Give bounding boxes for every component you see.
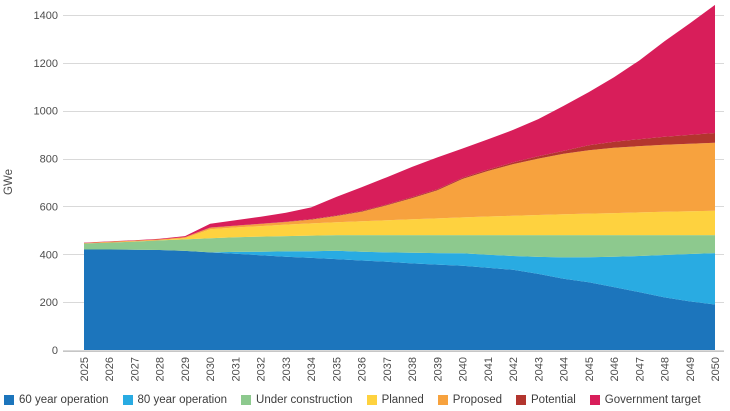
legend-swatch-planned [366,395,377,405]
legend-label-proposed: Proposed [452,394,503,406]
legend-label-60-year-operation: 60 year operation [19,394,109,406]
area-proposed [84,142,715,244]
legend-label-government-target: Government target [604,394,701,406]
legend-swatch-80-year-operation [122,395,133,405]
x-tick-2045: 2045 [584,357,596,381]
x-tick-2025: 2025 [79,357,91,381]
x-tick-2044: 2044 [559,357,571,381]
legend-item-under-construction: Under construction [241,392,353,408]
x-tick-2050: 2050 [710,357,722,381]
x-tick-2049: 2049 [685,357,697,381]
legend-label-80-year-operation: 80 year operation [137,394,228,406]
x-tick-2027: 2027 [129,357,141,381]
x-tick-2039: 2039 [432,357,444,381]
y-tick-600: 600 [40,201,58,213]
x-tick-2033: 2033 [281,357,293,381]
y-tick-1000: 1000 [34,106,58,118]
y-axis-tick-labels: 0 200 400 600 800 1000 1200 1400 [34,10,58,357]
x-tick-2047: 2047 [634,357,646,381]
x-tick-2046: 2046 [609,357,621,381]
y-tick-400: 400 [40,249,58,261]
legend-swatch-60-year-operation [4,395,14,405]
legend-swatch-potential [516,395,527,405]
y-tick-200: 200 [40,297,58,309]
legend-label-potential: Potential [531,394,576,406]
area-government-target [84,4,715,244]
legend-swatch-proposed [437,395,448,405]
legend-item-60-year-operation: 60 year operation [4,392,109,408]
x-tick-2038: 2038 [407,357,419,381]
x-tick-2029: 2029 [180,357,192,381]
x-tick-2042: 2042 [508,357,520,381]
x-tick-2028: 2028 [155,357,167,381]
x-tick-2048: 2048 [660,357,672,381]
area-potential [84,133,715,243]
x-tick-2034: 2034 [306,357,318,381]
x-tick-2037: 2037 [382,357,394,381]
area-60-year-operation [84,249,715,350]
x-tick-2041: 2041 [483,357,495,381]
legend-swatch-government-target [589,395,600,405]
legend-item-80-year-operation: 80 year operation [122,392,228,408]
y-tick-0: 0 [52,345,58,357]
x-tick-2031: 2031 [230,357,242,381]
x-axis-tick-labels: 2025 2026 2027 2028 2029 2030 2031 2032 2033 2034… [79,357,722,381]
x-tick-2035: 2035 [331,357,343,381]
legend-label-planned: Planned [381,394,424,406]
legend-item-proposed: Proposed [437,392,503,408]
legend-item-potential: Potential [516,392,576,408]
y-tick-800: 800 [40,154,58,166]
legend-item-planned: Planned [366,392,424,408]
x-tick-2026: 2026 [104,357,116,381]
legend-swatch-under-construction [241,395,252,405]
x-tick-2036: 2036 [357,357,369,381]
y-tick-1200: 1200 [34,58,58,70]
area-under-construction [84,235,715,258]
stacked-areas [63,4,724,352]
x-tick-2040: 2040 [458,357,470,381]
legend-label-under-construction: Under construction [256,394,353,406]
x-tick-2043: 2043 [533,357,545,381]
y-axis-label: GWe [3,169,15,195]
x-tick-2030: 2030 [205,357,217,381]
x-tick-2032: 2032 [256,357,268,381]
area-80-year-operation [84,249,715,305]
y-tick-1400: 1400 [34,10,58,22]
legend-item-government-target: Government target [589,392,701,408]
chart-legend: 60 year operation 80 year operation Under … [4,392,726,408]
area-planned [84,210,715,244]
